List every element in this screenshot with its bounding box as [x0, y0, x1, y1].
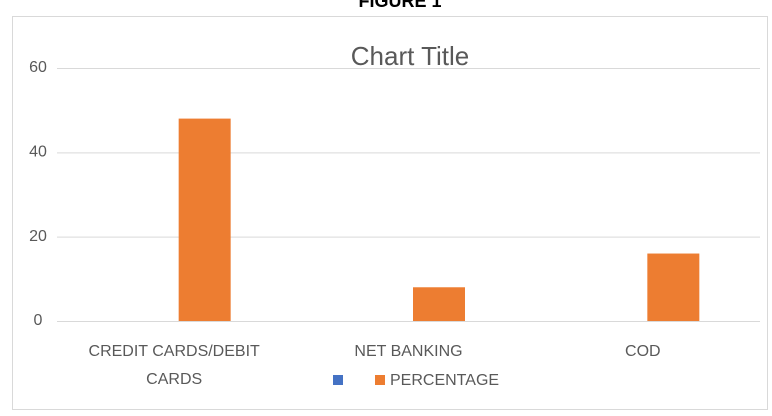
- legend-label: PERCENTAGE: [390, 372, 499, 389]
- chart-border: [12, 16, 768, 410]
- legend-swatch: [375, 375, 385, 385]
- y-tick-label: 0: [34, 312, 43, 329]
- chart-title: Chart Title: [351, 41, 470, 71]
- y-tick-label: 20: [29, 228, 47, 245]
- bar: [647, 253, 700, 321]
- y-tick-label: 60: [29, 59, 47, 76]
- y-tick-label: 40: [29, 144, 47, 161]
- legend-swatch: [333, 375, 343, 385]
- x-tick-label: COD: [625, 343, 661, 360]
- x-tick-label: CREDIT CARDS/DEBIT CARDS: [89, 343, 261, 388]
- x-tick-label: NET BANKING: [354, 343, 462, 360]
- figure-label: FIGURE 1: [358, 0, 441, 11]
- bar: [178, 118, 231, 321]
- bar: [413, 287, 465, 321]
